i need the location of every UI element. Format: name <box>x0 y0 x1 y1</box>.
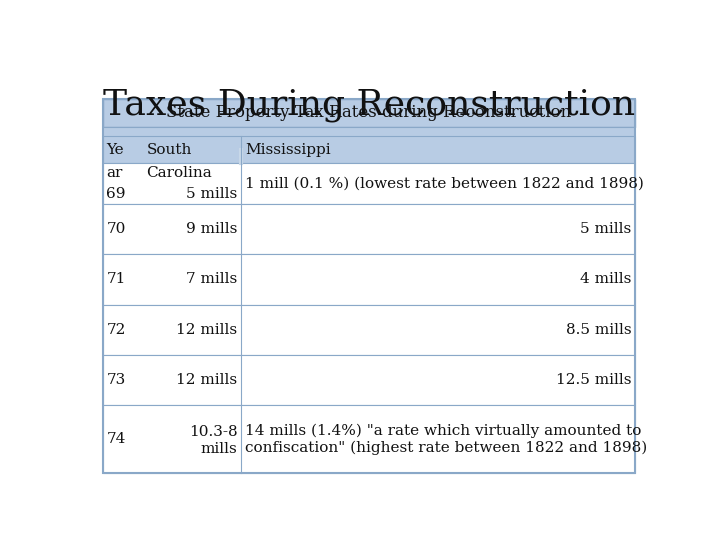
Bar <box>102 254 636 305</box>
Text: Carolina: Carolina <box>146 166 212 180</box>
Text: mills: mills <box>200 442 238 456</box>
Text: 70: 70 <box>107 222 126 236</box>
Bar <box>102 163 636 204</box>
Bar <box>102 99 636 126</box>
Bar <box>102 355 636 405</box>
Text: 12 mills: 12 mills <box>176 373 238 387</box>
Text: 74: 74 <box>107 432 126 446</box>
Text: 1 mill (0.1 %) (lowest rate between 1822 and 1898): 1 mill (0.1 %) (lowest rate between 1822… <box>245 177 644 191</box>
Text: 4 mills: 4 mills <box>580 272 631 286</box>
Bar <box>102 99 636 473</box>
Text: 10.3-8: 10.3-8 <box>189 426 238 439</box>
Text: 8.5 mills: 8.5 mills <box>566 323 631 337</box>
Text: 7 mills: 7 mills <box>186 272 238 286</box>
Text: South: South <box>146 143 192 157</box>
Text: 73: 73 <box>107 373 126 387</box>
Text: 14 mills (1.4%) "a rate which virtually amounted to
confiscation" (highest rate : 14 mills (1.4%) "a rate which virtually … <box>245 423 647 455</box>
Bar <box>102 136 636 163</box>
Text: State Property Tax Rates during Reconstruction: State Property Tax Rates during Reconstr… <box>166 105 572 122</box>
Text: 69: 69 <box>107 187 126 201</box>
Bar <box>102 405 636 473</box>
Text: 12 mills: 12 mills <box>176 323 238 337</box>
Bar <box>102 204 636 254</box>
Bar <box>102 126 636 136</box>
Text: ar: ar <box>107 166 123 180</box>
Text: Mississippi: Mississippi <box>245 143 330 157</box>
Text: 5 mills: 5 mills <box>186 187 238 201</box>
Text: Ye: Ye <box>107 143 124 157</box>
Text: Taxes During Reconstruction: Taxes During Reconstruction <box>103 88 635 122</box>
Bar <box>102 305 636 355</box>
Text: 72: 72 <box>107 323 126 337</box>
Text: 12.5 mills: 12.5 mills <box>556 373 631 387</box>
Text: 5 mills: 5 mills <box>580 222 631 236</box>
Text: 71: 71 <box>107 272 126 286</box>
Text: 9 mills: 9 mills <box>186 222 238 236</box>
